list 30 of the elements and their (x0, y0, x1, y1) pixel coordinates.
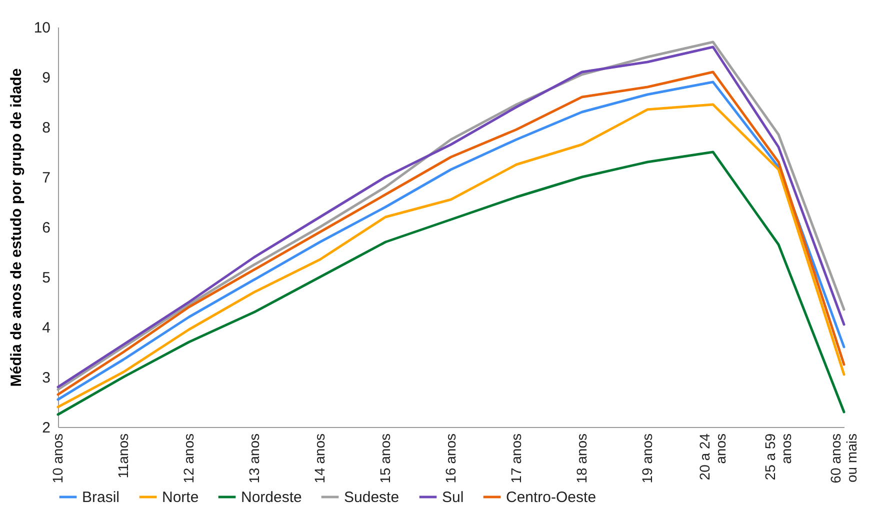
y-tick-label: 10 (34, 20, 50, 36)
y-tick-label: 9 (42, 70, 50, 86)
y-tick-label: 5 (42, 270, 50, 286)
legend-label: Brasil (82, 489, 120, 506)
legend-label: Centro-Oeste (506, 489, 596, 506)
x-tick-label: 10 anos (50, 434, 66, 484)
x-tick-label: 60 anos ou mais (828, 434, 860, 484)
legend-label: Nordeste (241, 489, 302, 506)
line-series (56, 150, 846, 416)
y-axis-title: Média de anos de estudo por grupo de idade (8, 68, 25, 387)
x-tick-label: 18 anos (574, 434, 590, 484)
x-tick-label: 17 anos (508, 434, 524, 484)
legend-label: Sul (442, 489, 464, 506)
x-tick-label: 19 anos (639, 434, 655, 484)
y-tick-label: 4 (42, 320, 50, 336)
y-tick-label: 8 (42, 120, 50, 136)
x-tick-label: 16 anos (442, 434, 458, 484)
x-tick-label: 13 anos (246, 434, 262, 484)
y-tick-label: 6 (42, 220, 50, 236)
y-tick-label: 2 (42, 420, 50, 436)
legend-label: Norte (162, 489, 199, 506)
x-tick-label: 25 a 59 anos (762, 433, 794, 480)
x-tick-label: 20 a 24 anos (696, 433, 728, 480)
x-tick-label: 11anos (115, 434, 131, 478)
y-tick-label: 7 (42, 170, 50, 186)
x-tick-label: 14 anos (312, 434, 328, 484)
legend-label: Sudeste (344, 489, 400, 506)
y-tick-label: 3 (42, 370, 50, 386)
x-tick-label: 15 anos (377, 434, 393, 484)
x-tick-label: 12 anos (180, 434, 196, 484)
